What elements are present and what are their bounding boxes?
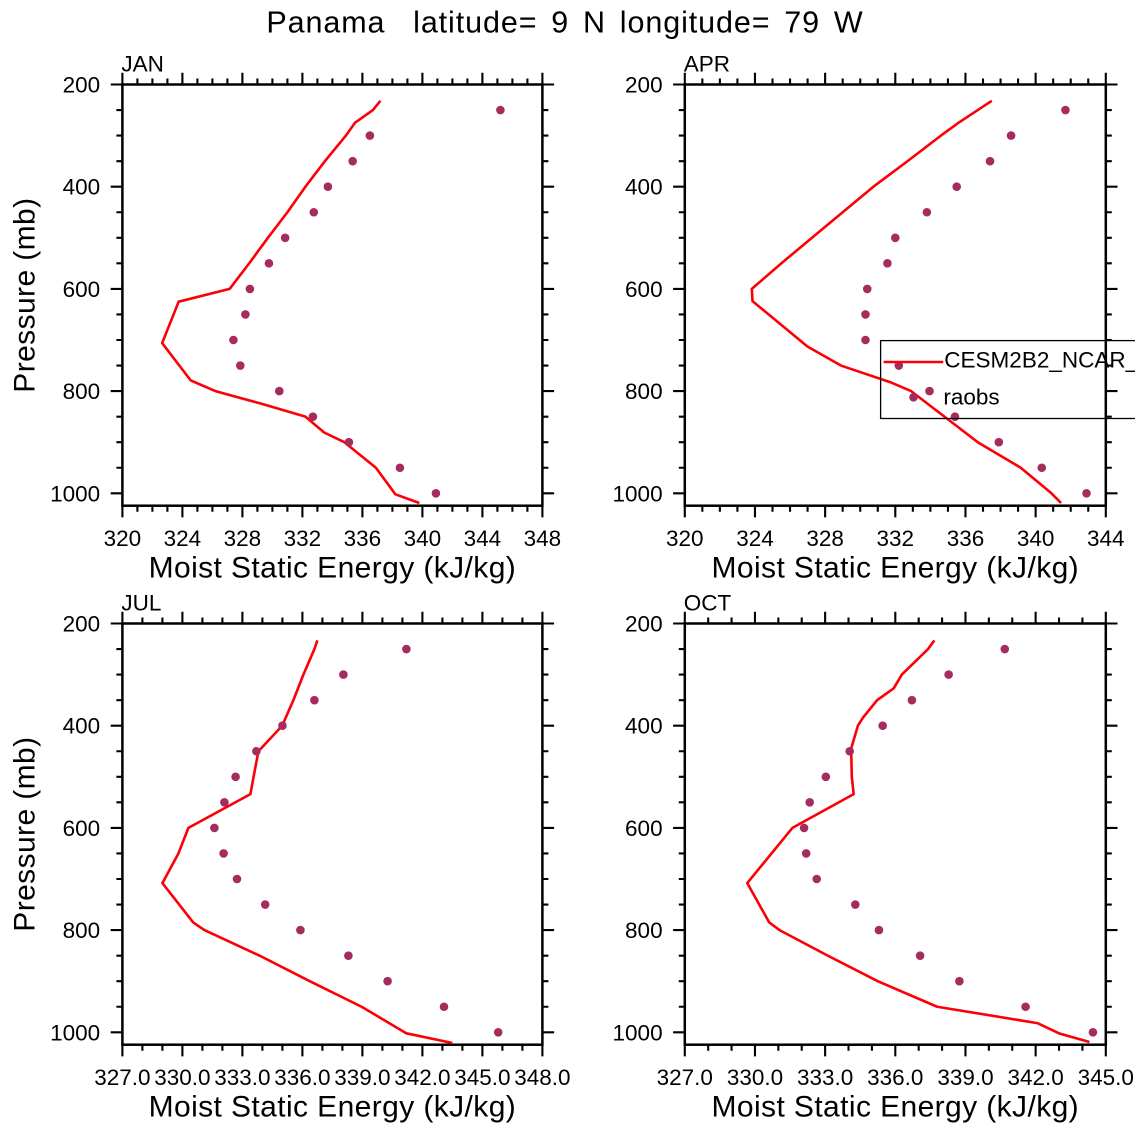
svg-text:Panama latitude= 9 N longitud: Panama latitude= 9 N longitude= 79 W bbox=[266, 6, 863, 40]
svg-text:600: 600 bbox=[625, 277, 663, 302]
svg-text:800: 800 bbox=[63, 379, 101, 404]
svg-text:345.0: 345.0 bbox=[1078, 1065, 1134, 1090]
svg-text:CESM2B2_NCAR_: CESM2B2_NCAR_ bbox=[944, 347, 1135, 372]
svg-text:200: 200 bbox=[625, 612, 663, 637]
svg-text:344: 344 bbox=[464, 526, 502, 551]
svg-text:1000: 1000 bbox=[613, 481, 663, 506]
svg-text:1000: 1000 bbox=[50, 1020, 100, 1045]
svg-text:330.0: 330.0 bbox=[154, 1065, 210, 1090]
svg-text:Moist Static Energy (kJ/kg): Moist Static Energy (kJ/kg) bbox=[149, 552, 517, 585]
svg-text:328: 328 bbox=[806, 526, 844, 551]
svg-text:800: 800 bbox=[625, 379, 663, 404]
svg-text:339.0: 339.0 bbox=[334, 1065, 390, 1090]
svg-text:APR: APR bbox=[684, 52, 730, 77]
svg-text:800: 800 bbox=[625, 918, 663, 943]
svg-text:324: 324 bbox=[164, 526, 202, 551]
svg-text:339.0: 339.0 bbox=[937, 1065, 993, 1090]
svg-text:raobs: raobs bbox=[943, 384, 999, 409]
svg-text:200: 200 bbox=[63, 73, 101, 98]
svg-text:342.0: 342.0 bbox=[394, 1065, 450, 1090]
svg-text:342.0: 342.0 bbox=[1007, 1065, 1063, 1090]
svg-text:336.0: 336.0 bbox=[274, 1065, 330, 1090]
svg-text:800: 800 bbox=[63, 918, 101, 943]
svg-text:332: 332 bbox=[284, 526, 322, 551]
svg-text:336: 336 bbox=[947, 526, 985, 551]
svg-text:348: 348 bbox=[524, 526, 562, 551]
svg-text:344: 344 bbox=[1087, 526, 1125, 551]
svg-text:400: 400 bbox=[625, 175, 663, 200]
svg-text:Moist Static Energy (kJ/kg): Moist Static Energy (kJ/kg) bbox=[149, 1091, 517, 1124]
svg-text:200: 200 bbox=[625, 73, 663, 98]
svg-text:600: 600 bbox=[63, 816, 101, 841]
svg-text:320: 320 bbox=[666, 526, 704, 551]
svg-text:330.0: 330.0 bbox=[727, 1065, 783, 1090]
svg-text:320: 320 bbox=[104, 526, 142, 551]
svg-text:400: 400 bbox=[63, 714, 101, 739]
svg-text:1000: 1000 bbox=[613, 1020, 663, 1045]
svg-text:327.0: 327.0 bbox=[657, 1065, 713, 1090]
svg-text:333.0: 333.0 bbox=[214, 1065, 270, 1090]
svg-text:400: 400 bbox=[63, 175, 101, 200]
svg-text:324: 324 bbox=[736, 526, 774, 551]
svg-text:333.0: 333.0 bbox=[797, 1065, 853, 1090]
svg-text:JUL: JUL bbox=[121, 591, 161, 616]
svg-text:Pressure (mb): Pressure (mb) bbox=[9, 197, 42, 392]
svg-text:Moist Static Energy (kJ/kg): Moist Static Energy (kJ/kg) bbox=[712, 1091, 1080, 1124]
svg-text:600: 600 bbox=[625, 816, 663, 841]
svg-text:327.0: 327.0 bbox=[94, 1065, 150, 1090]
svg-text:400: 400 bbox=[625, 714, 663, 739]
svg-text:OCT: OCT bbox=[684, 591, 732, 616]
svg-text:348.0: 348.0 bbox=[514, 1065, 570, 1090]
svg-text:336.0: 336.0 bbox=[867, 1065, 923, 1090]
svg-text:340: 340 bbox=[404, 526, 442, 551]
svg-text:345.0: 345.0 bbox=[454, 1065, 510, 1090]
svg-text:336: 336 bbox=[344, 526, 382, 551]
svg-text:332: 332 bbox=[877, 526, 915, 551]
svg-text:Pressure (mb): Pressure (mb) bbox=[9, 736, 42, 931]
svg-text:600: 600 bbox=[63, 277, 101, 302]
svg-text:200: 200 bbox=[63, 612, 101, 637]
svg-text:1000: 1000 bbox=[50, 481, 100, 506]
svg-text:JAN: JAN bbox=[121, 52, 164, 77]
svg-text:Moist Static Energy (kJ/kg): Moist Static Energy (kJ/kg) bbox=[712, 552, 1080, 585]
svg-text:340: 340 bbox=[1017, 526, 1055, 551]
svg-text:328: 328 bbox=[224, 526, 262, 551]
